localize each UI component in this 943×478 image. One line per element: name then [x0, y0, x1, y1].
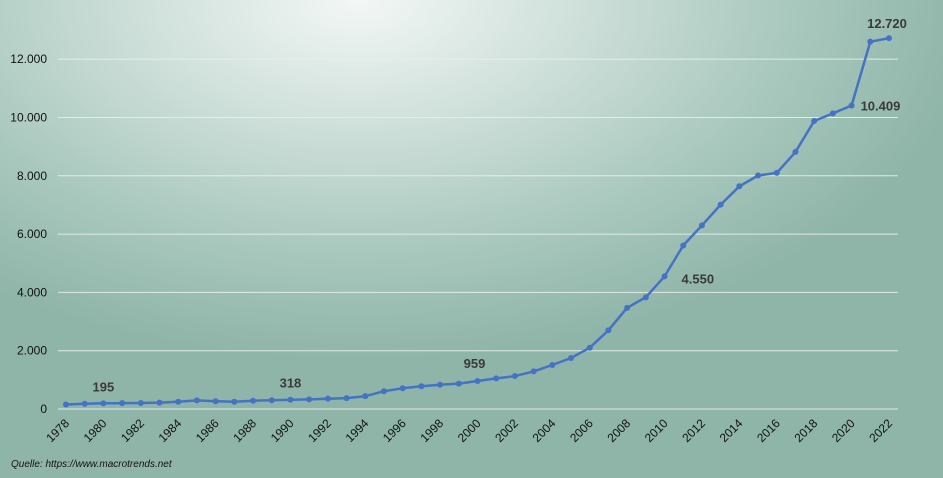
data-point: [530, 368, 537, 375]
data-point: [81, 400, 88, 407]
data-point: [568, 354, 575, 361]
data-point: [549, 361, 556, 368]
data-point: [773, 169, 780, 176]
y-tick-label: 12.000: [10, 52, 47, 66]
data-point: [306, 396, 313, 403]
data-point: [736, 183, 743, 190]
data-point: [811, 117, 818, 124]
x-tick-label: 1994: [343, 416, 372, 445]
data-point: [474, 378, 481, 385]
x-tick-label: 1984: [156, 416, 185, 445]
y-tick-label: 2.000: [17, 344, 47, 358]
data-label: 12.720: [867, 16, 907, 31]
x-tick-label: 2010: [642, 416, 671, 445]
x-tick-label: 1988: [230, 416, 259, 445]
data-point: [792, 148, 799, 155]
x-tick-label: 1978: [43, 416, 72, 445]
data-point: [287, 396, 294, 403]
x-tick-label: 2000: [455, 416, 484, 445]
data-label: 195: [93, 379, 115, 394]
x-tick-label: 1986: [193, 416, 222, 445]
x-tick-label: 2008: [604, 416, 633, 445]
data-point: [511, 373, 518, 380]
y-tick-label: 8.000: [17, 169, 47, 183]
data-point: [268, 397, 275, 404]
x-tick-label: 2002: [492, 416, 521, 445]
x-tick-label: 2016: [754, 416, 783, 445]
data-point: [119, 400, 126, 407]
data-point: [755, 172, 762, 179]
data-point: [418, 383, 425, 390]
data-point: [437, 381, 444, 388]
data-label: 959: [464, 356, 486, 371]
x-tick-label: 1996: [380, 416, 409, 445]
data-point: [193, 397, 200, 404]
data-point: [848, 102, 855, 109]
data-point: [717, 201, 724, 208]
x-tick-label: 2022: [866, 416, 895, 445]
data-label: 318: [280, 376, 302, 391]
data-point: [829, 110, 836, 117]
data-point: [680, 242, 687, 249]
y-tick-label: 4.000: [17, 285, 47, 299]
data-point: [867, 38, 874, 45]
data-label: 4.550: [682, 271, 715, 286]
data-point: [324, 395, 331, 402]
x-tick-label: 2006: [567, 416, 596, 445]
x-tick-label: 2004: [530, 416, 559, 445]
data-point: [380, 388, 387, 395]
data-point: [642, 294, 649, 301]
y-tick-label: 0: [40, 402, 47, 416]
data-point: [605, 327, 612, 334]
data-point: [399, 385, 406, 392]
data-point: [156, 399, 163, 406]
data-point: [137, 400, 144, 407]
x-tick-label: 1998: [417, 416, 446, 445]
data-point: [63, 401, 69, 408]
source-note: Quelle: https://www.macrotrends.net: [11, 459, 172, 470]
data-point: [100, 400, 107, 407]
data-point: [231, 398, 238, 405]
data-point: [886, 35, 892, 42]
data-label: 10.409: [861, 99, 901, 114]
data-point: [455, 380, 462, 387]
x-tick-label: 1992: [305, 416, 334, 445]
data-point: [175, 398, 182, 405]
data-point: [661, 273, 668, 280]
x-tick-label: 2014: [717, 416, 746, 445]
data-point: [698, 222, 705, 229]
data-point: [250, 397, 257, 404]
data-point: [493, 375, 500, 382]
data-point: [343, 395, 350, 402]
x-tick-label: 1982: [118, 416, 147, 445]
data-point: [586, 344, 593, 351]
y-tick-label: 6.000: [17, 227, 47, 241]
data-point: [624, 304, 631, 311]
x-tick-label: 1980: [81, 416, 110, 445]
x-tick-label: 2020: [829, 416, 858, 445]
data-point: [212, 398, 219, 405]
series-line: [64, 36, 891, 406]
data-point: [362, 393, 369, 400]
y-tick-label: 10.000: [10, 110, 47, 124]
x-tick-label: 2012: [679, 416, 708, 445]
x-tick-label: 2018: [792, 416, 821, 445]
x-tick-label: 1990: [268, 416, 297, 445]
